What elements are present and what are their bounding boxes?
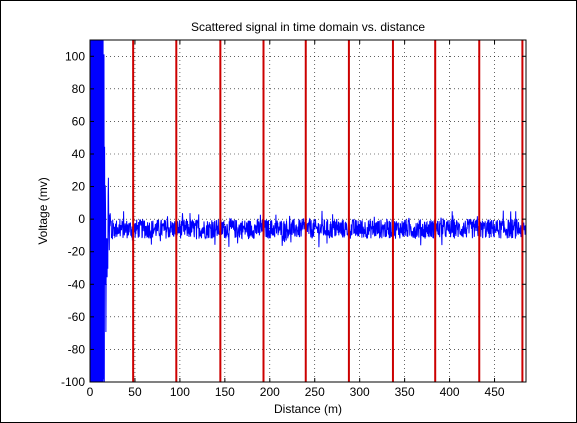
y-tick-label: 60 [72,114,86,128]
ticks: 0 50 100 150 200 250 300 350 400 450-100-80-60-40… [61,40,526,399]
x-tick-label: 150 [215,385,235,399]
x-tick-label: 400 [440,385,460,399]
x-tick-label: 50 [128,385,142,399]
x-tick-label: 350 [395,385,415,399]
x-tick-label: 300 [350,385,370,399]
x-tick-label: 200 [260,385,280,399]
y-tick-label: -100 [61,375,85,389]
chart-title: Scattered signal in time domain vs. dist… [191,20,425,34]
signal-near-field [91,40,104,382]
y-tick-label: -20 [68,245,86,259]
plot-area-background [90,40,526,382]
signal-line [89,39,527,383]
grid [90,40,526,383]
x-tick-label: 450 [485,385,505,399]
y-tick-label: -40 [68,277,86,291]
axes-box [89,39,527,383]
y-tick-label: 100 [65,49,85,63]
x-axis-label: Distance (m) [274,402,342,416]
x-tick-label: 100 [170,385,190,399]
y-tick-label: -60 [68,310,86,324]
y-tick-label: 0 [78,212,85,226]
y-tick-label: 20 [72,180,86,194]
y-axis-label: Voltage (mv) [36,177,50,244]
x-tick-label: 0 [87,385,94,399]
y-tick-label: 80 [72,82,86,96]
series-group [89,39,527,383]
y-tick-label: 40 [72,147,86,161]
y-tick-label: -80 [68,342,86,356]
x-tick-label: 250 [305,385,325,399]
marker-lines [132,40,524,382]
